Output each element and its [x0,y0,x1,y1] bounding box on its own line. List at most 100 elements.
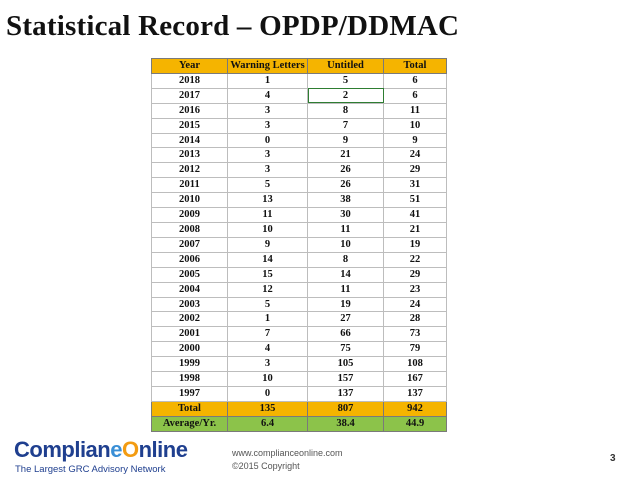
cell-untitled[interactable]: 10 [307,236,384,253]
cell-warning-letters[interactable]: 4 [227,87,308,104]
cell-year[interactable]: 2011 [151,177,228,194]
cell-warning-letters[interactable]: 3 [227,356,308,373]
cell-total[interactable]: 41 [383,207,447,223]
footer-info: www.complianceonline.com ©2015 Copyright [232,447,343,473]
cell-total[interactable]: 28 [383,311,447,328]
cell-year[interactable]: 2004 [151,281,228,298]
cell-year[interactable]: 2014 [151,132,228,149]
cell-warning-letters[interactable]: 9 [227,236,308,253]
cell-year[interactable]: 2013 [151,147,228,164]
table-row: 1998 10 157 167 [151,371,447,387]
cell-untitled[interactable]: 26 [307,162,384,179]
cell-total[interactable]: 51 [383,192,447,209]
cell-year[interactable]: 2006 [151,251,228,268]
cell-untitled[interactable]: 11 [307,281,384,298]
cell-untitled[interactable]: 27 [307,311,384,328]
table-row: 2015 3 7 10 [151,117,447,134]
cell-total[interactable]: 10 [383,117,447,134]
complianceonline-logo: ComplianeOnline The Largest GRC Advisory… [14,437,189,477]
cell-untitled[interactable]: 137 [307,385,384,402]
cell-year[interactable]: 2009 [151,207,228,223]
cell-total[interactable]: 137 [383,385,447,402]
cell-total[interactable]: 6 [383,87,447,104]
cell-year[interactable]: 2017 [151,87,228,104]
cell-year[interactable]: 1997 [151,385,228,402]
cell-total[interactable]: 19 [383,236,447,253]
cell-warning-letters[interactable]: 11 [227,207,308,223]
cell-untitled[interactable]: 19 [307,296,384,313]
cell-warning-letters[interactable]: 10 [227,221,308,238]
cell-warning-letters[interactable]: 3 [227,102,308,119]
cell-total[interactable]: 167 [383,371,447,387]
cell-untitled[interactable]: 26 [307,177,384,194]
cell-total[interactable]: 22 [383,251,447,268]
cell-warning-letters[interactable]: 5 [227,177,308,194]
logo-wordmark: ComplianeOnline [14,437,188,463]
cell-total[interactable]: 9 [383,132,447,149]
cell-year[interactable]: 2003 [151,296,228,313]
cell-year[interactable]: 2018 [151,72,228,89]
cell-warning-letters[interactable]: 5 [227,296,308,313]
table-row: 2017 4 2 6 [151,87,447,104]
cell-total[interactable]: 73 [383,326,447,343]
cell-year[interactable]: 2000 [151,341,228,358]
cell-year[interactable]: 2012 [151,162,228,179]
cell-warning-letters[interactable]: 1 [227,72,308,89]
cell-warning-letters[interactable]: 3 [227,117,308,134]
table-row: 2000 4 75 79 [151,341,447,358]
table-body: 2018 1 5 6 2017 4 2 6 2016 3 8 11 2015 3 7 10 2014 0 9 9 201… [151,72,447,402]
cell-untitled[interactable]: 75 [307,341,384,358]
cell-warning-letters[interactable]: 3 [227,162,308,179]
cell-total[interactable]: 23 [383,281,447,298]
cell-warning-letters[interactable]: 0 [227,385,308,402]
cell-total[interactable]: 31 [383,177,447,194]
cell-total[interactable]: 21 [383,221,447,238]
cell-year[interactable]: 2002 [151,311,228,328]
cell-year[interactable]: 2008 [151,221,228,238]
cell-total[interactable]: 108 [383,356,447,373]
cell-warning-letters[interactable]: 12 [227,281,308,298]
cell-year[interactable]: 2015 [151,117,228,134]
cell-untitled[interactable]: 8 [307,251,384,268]
logo-text-part3: nline [138,437,188,462]
cell-untitled[interactable]: 21 [307,147,384,164]
cell-warning-letters[interactable]: 7 [227,326,308,343]
cell-year[interactable]: 2010 [151,192,228,209]
cell-warning-letters[interactable]: 10 [227,371,308,387]
cell-total[interactable]: 11 [383,102,447,119]
cell-warning-letters[interactable]: 13 [227,192,308,209]
cell-untitled[interactable]: 105 [307,356,384,373]
cell-total[interactable]: 24 [383,296,447,313]
cell-year[interactable]: 2001 [151,326,228,343]
cell-total[interactable]: 24 [383,147,447,164]
cell-warning-letters[interactable]: 0 [227,132,308,149]
cell-untitled[interactable]: 14 [307,266,384,283]
cell-warning-letters[interactable]: 3 [227,147,308,164]
cell-total[interactable]: 6 [383,72,447,89]
cell-warning-letters[interactable]: 1 [227,311,308,328]
cell-untitled[interactable]: 66 [307,326,384,343]
cell-year[interactable]: 2007 [151,236,228,253]
cell-untitled[interactable]: 7 [307,117,384,134]
cell-untitled[interactable]: 30 [307,207,384,223]
cell-year[interactable]: 1999 [151,356,228,373]
cell-untitled[interactable]: 8 [307,102,384,119]
table-row: 2003 5 19 24 [151,296,447,313]
cell-warning-letters[interactable]: 14 [227,251,308,268]
cell-untitled[interactable]: 157 [307,371,384,387]
cell-untitled[interactable]: 9 [307,132,384,149]
cell-untitled[interactable]: 11 [307,221,384,238]
cell-year[interactable]: 2016 [151,102,228,119]
cell-untitled[interactable]: 2 [307,87,384,104]
cell-total[interactable]: 29 [383,266,447,283]
cell-total[interactable]: 79 [383,341,447,358]
cell-year[interactable]: 1998 [151,371,228,387]
cell-untitled[interactable]: 38 [307,192,384,209]
table-row: 2001 7 66 73 [151,326,447,343]
cell-warning-letters[interactable]: 4 [227,341,308,358]
cell-untitled[interactable]: 5 [307,72,384,89]
header-untitled: Untitled [307,58,384,74]
cell-warning-letters[interactable]: 15 [227,266,308,283]
cell-year[interactable]: 2005 [151,266,228,283]
cell-total[interactable]: 29 [383,162,447,179]
